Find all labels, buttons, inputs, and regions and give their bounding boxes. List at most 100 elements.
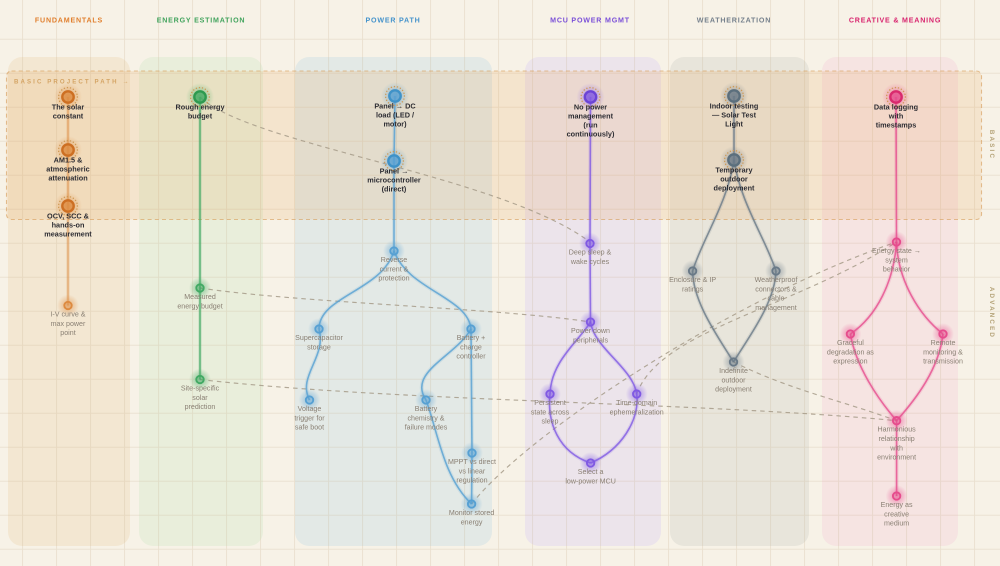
- svg-text:Panel → DC: Panel → DC: [374, 102, 416, 111]
- svg-text:atmospheric: atmospheric: [46, 165, 89, 174]
- svg-text:behavior: behavior: [883, 266, 911, 274]
- svg-text:Enclosure & IP: Enclosure & IP: [669, 276, 716, 284]
- svg-text:storage: storage: [307, 343, 331, 351]
- svg-text:Data logging: Data logging: [874, 103, 918, 112]
- svg-text:load (LED /: load (LED /: [376, 111, 414, 120]
- svg-text:relationship: relationship: [878, 435, 914, 443]
- svg-text:POWER PATH: POWER PATH: [365, 17, 420, 25]
- svg-text:— Solar Test: — Solar Test: [712, 111, 757, 120]
- svg-text:Indefinite: Indefinite: [719, 367, 748, 375]
- svg-text:expression: expression: [833, 358, 867, 366]
- svg-text:Indoor testing: Indoor testing: [710, 102, 759, 111]
- svg-text:controller: controller: [456, 353, 486, 361]
- svg-text:ADVANCED: ADVANCED: [988, 287, 995, 339]
- svg-text:energy budget: energy budget: [177, 302, 222, 310]
- svg-text:Energy as: Energy as: [881, 501, 913, 509]
- svg-text:ephemeralization: ephemeralization: [610, 408, 664, 416]
- svg-text:failure modes: failure modes: [405, 424, 448, 432]
- svg-text:AM1.5 &: AM1.5 &: [54, 156, 84, 165]
- svg-text:system: system: [885, 256, 908, 264]
- svg-text:monitoring &: monitoring &: [923, 348, 963, 356]
- svg-text:Time-domain: Time-domain: [616, 399, 657, 407]
- svg-text:Harmonious: Harmonious: [877, 426, 916, 434]
- svg-text:CREATIVE & MEANING: CREATIVE & MEANING: [849, 17, 941, 25]
- svg-text:timestamps: timestamps: [876, 121, 917, 130]
- svg-text:deployment: deployment: [715, 386, 752, 394]
- svg-text:Battery: Battery: [415, 405, 438, 413]
- svg-text:vs linear: vs linear: [459, 467, 486, 475]
- svg-text:Graceful: Graceful: [837, 339, 864, 347]
- svg-text:energy: energy: [461, 518, 483, 526]
- svg-text:with: with: [888, 112, 904, 121]
- svg-text:Light: Light: [725, 120, 743, 129]
- svg-text:attenuation: attenuation: [48, 174, 87, 183]
- svg-text:Measured: Measured: [184, 293, 216, 301]
- svg-text:regulation: regulation: [456, 477, 487, 485]
- svg-text:safe boot: safe boot: [295, 424, 324, 432]
- svg-text:wake cycles: wake cycles: [570, 258, 610, 266]
- svg-text:constant: constant: [53, 112, 84, 121]
- svg-text:Temporary: Temporary: [715, 166, 753, 175]
- svg-text:connectors &: connectors &: [755, 285, 797, 293]
- svg-text:low-power MCU: low-power MCU: [565, 477, 615, 485]
- svg-text:current &: current &: [380, 265, 409, 273]
- svg-text:deployment: deployment: [714, 184, 756, 193]
- svg-text:MCU POWER MGMT: MCU POWER MGMT: [550, 17, 630, 25]
- svg-text:state across: state across: [531, 408, 570, 416]
- svg-text:Panel →: Panel →: [380, 167, 409, 176]
- svg-text:Persistent: Persistent: [534, 399, 566, 407]
- svg-text:trigger for: trigger for: [294, 414, 325, 422]
- svg-text:outdoor: outdoor: [720, 175, 748, 184]
- svg-text:management: management: [755, 304, 796, 312]
- svg-text:Select a: Select a: [578, 468, 604, 476]
- svg-text:degradation as: degradation as: [827, 348, 874, 356]
- svg-text:medium: medium: [884, 520, 909, 528]
- svg-text:(run: (run: [583, 121, 597, 130]
- svg-text:OCV, SCC &: OCV, SCC &: [47, 212, 90, 221]
- svg-text:The solar: The solar: [52, 103, 85, 112]
- svg-text:prediction: prediction: [185, 403, 216, 411]
- svg-text:solar: solar: [192, 394, 208, 402]
- svg-text:max power: max power: [51, 320, 86, 328]
- svg-text:Rough energy: Rough energy: [175, 103, 225, 112]
- svg-text:budget: budget: [188, 112, 213, 121]
- svg-text:Supercapacitor: Supercapacitor: [295, 334, 343, 342]
- svg-text:microcontroller: microcontroller: [367, 176, 421, 185]
- svg-text:Energy state →: Energy state →: [872, 247, 921, 255]
- svg-text:Battery +: Battery +: [457, 334, 486, 342]
- svg-text:BASIC: BASIC: [988, 130, 995, 160]
- svg-text:cable: cable: [768, 295, 785, 303]
- svg-text:(direct): (direct): [382, 185, 407, 194]
- svg-text:measurement: measurement: [44, 230, 92, 239]
- svg-text:MPPT vs direct: MPPT vs direct: [448, 458, 496, 466]
- svg-text:sleep: sleep: [542, 418, 559, 426]
- svg-text:motor): motor): [383, 120, 407, 129]
- svg-text:management: management: [568, 112, 614, 121]
- svg-text:Site-specific: Site-specific: [181, 385, 220, 393]
- svg-text:peripherals: peripherals: [573, 336, 609, 344]
- svg-text:BASIC PROJECT PATH →: BASIC PROJECT PATH →: [14, 79, 131, 86]
- svg-text:ENERGY ESTIMATION: ENERGY ESTIMATION: [157, 17, 246, 25]
- svg-text:chemistry &: chemistry &: [407, 414, 444, 422]
- svg-text:Voltage: Voltage: [298, 405, 322, 413]
- svg-text:No power: No power: [574, 103, 607, 112]
- svg-text:Reverse: Reverse: [381, 256, 407, 264]
- svg-text:hands-on: hands-on: [52, 221, 85, 230]
- svg-text:charge: charge: [460, 343, 482, 351]
- svg-text:continuously): continuously): [567, 130, 615, 139]
- svg-text:outdoor: outdoor: [721, 376, 746, 384]
- svg-text:creative: creative: [884, 510, 909, 518]
- svg-text:ratings: ratings: [682, 285, 704, 293]
- svg-text:point: point: [60, 329, 75, 337]
- svg-text:Remote: Remote: [931, 339, 956, 347]
- svg-text:WEATHERIZATION: WEATHERIZATION: [697, 17, 771, 25]
- svg-text:I-V curve &: I-V curve &: [50, 311, 85, 319]
- svg-text:transmission: transmission: [923, 358, 963, 366]
- svg-text:Weatherproof: Weatherproof: [755, 276, 798, 284]
- svg-text:environment: environment: [877, 454, 916, 462]
- svg-text:Power down: Power down: [571, 327, 610, 335]
- svg-text:protection: protection: [378, 275, 409, 283]
- svg-text:FUNDAMENTALS: FUNDAMENTALS: [35, 17, 103, 25]
- svg-text:with: with: [889, 444, 903, 452]
- svg-text:Monitor stored: Monitor stored: [449, 509, 494, 517]
